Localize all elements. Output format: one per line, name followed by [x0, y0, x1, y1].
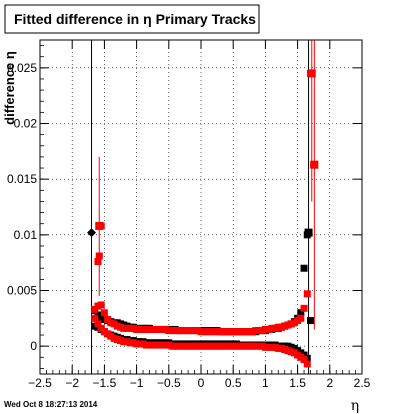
- y-tick-label: 0.015: [7, 172, 37, 186]
- chart-title: Fitted difference in η Primary Tracks: [14, 11, 256, 27]
- x-tick-label: 1: [262, 376, 269, 390]
- data-point: [297, 309, 305, 317]
- x-tick-label: 2.5: [354, 376, 371, 390]
- x-tick-label: 0.5: [225, 376, 242, 390]
- x-axis-label: η: [351, 398, 359, 414]
- data-point: [306, 317, 314, 325]
- data-point: [303, 290, 311, 298]
- x-tick-label: −1: [130, 376, 144, 390]
- title-box: [4, 4, 260, 34]
- y-tick-label: 0.025: [7, 61, 37, 75]
- outlier-point: [95, 221, 104, 230]
- x-tick-label: 2: [326, 376, 333, 390]
- data-point: [97, 324, 105, 332]
- data-point: [300, 304, 308, 312]
- data-point: [300, 264, 308, 272]
- data-point: [94, 320, 102, 328]
- timestamp: Wed Oct 8 18:27:13 2014: [4, 400, 98, 409]
- data-point: [100, 309, 108, 317]
- x-tick-label: 1.5: [289, 376, 306, 390]
- data-point: [95, 252, 103, 260]
- y-tick-label: 0.02: [14, 117, 38, 131]
- outlier-point: [310, 160, 319, 169]
- outlier-point: [87, 228, 97, 238]
- y-tick-label: 0.005: [7, 284, 37, 298]
- tick-labels: −2.5 −2 −1.5 −1 −0.5 0 0.5 1 1.5 2 2.5 0 0.005 0.01 0.…: [7, 61, 371, 390]
- x-tick-label: −2: [65, 376, 79, 390]
- x-tick-label: −0.5: [157, 376, 181, 390]
- x-tick-label: 0: [198, 376, 205, 390]
- y-tick-label: 0: [30, 339, 37, 353]
- data-point: [97, 301, 105, 309]
- x-tick-label: −2.5: [28, 376, 52, 390]
- y-tick-label: 0.01: [14, 228, 38, 242]
- y-axis-label: difference η: [2, 51, 17, 125]
- data-point: [297, 314, 305, 322]
- axis-ticks: [39, 40, 363, 374]
- data-point: [94, 258, 102, 266]
- data-point: [91, 314, 99, 322]
- outlier-point: [304, 228, 313, 237]
- data-points: [87, 69, 319, 368]
- x-tick-label: −1.5: [93, 376, 117, 390]
- data-point: [303, 360, 311, 368]
- outlier-point: [307, 69, 316, 78]
